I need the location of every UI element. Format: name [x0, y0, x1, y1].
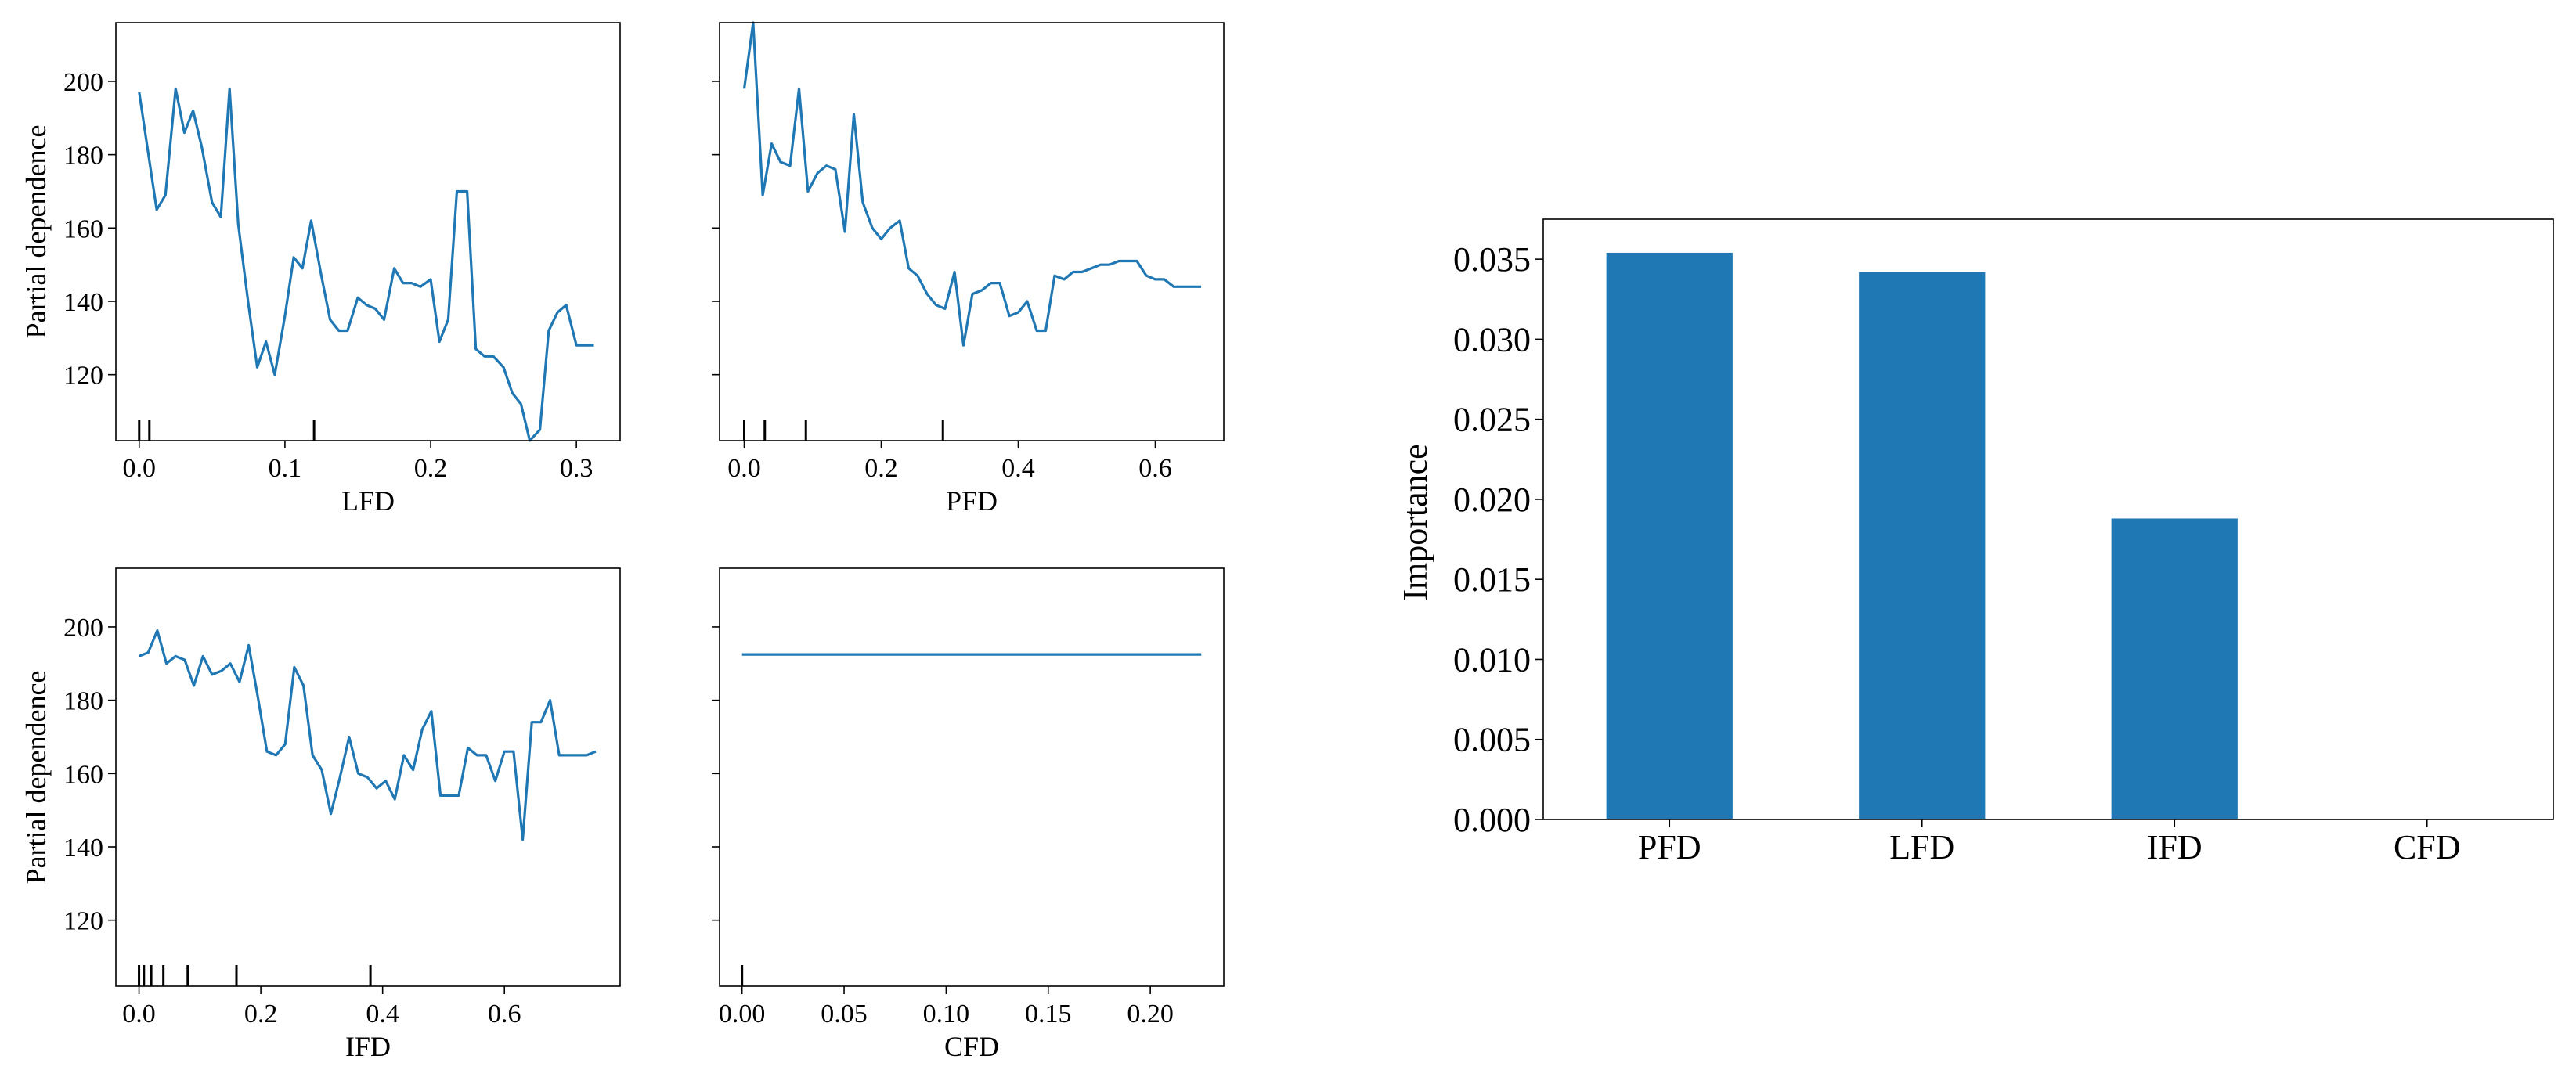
y-axis-label: Partial dependence [20, 125, 52, 339]
y-tick-label: 0.000 [1453, 801, 1531, 839]
category-label: CFD [2394, 828, 2461, 866]
x-tick-label: 0.1 [269, 454, 302, 483]
category-label: IFD [2147, 828, 2203, 866]
x-axis-label: IFD [345, 1031, 391, 1062]
y-tick-label: 0.025 [1453, 401, 1531, 439]
y-tick-label: 0.020 [1453, 481, 1531, 519]
category-label: LFD [1889, 828, 1954, 866]
axes-frame [719, 567, 1225, 987]
x-tick-label: 0.4 [1001, 454, 1035, 483]
pdp-subplot-cfd: 0.00 0.05 0.10 0.15 0.20 CFD [712, 567, 1225, 1062]
importance-bar-chart: PFD LFD IFD CFD 0.000 0.005 0.010 0.015 0.020 0.0… [1396, 218, 2554, 866]
y-tick-label: 0.005 [1453, 721, 1531, 759]
y-tick-label: 0.035 [1453, 240, 1531, 279]
x-axis-label: PFD [946, 485, 998, 517]
x-tick-label: 0.10 [923, 1000, 970, 1028]
x-tick-label: 0.2 [244, 1000, 278, 1028]
x-tick-label: 0.2 [414, 454, 448, 483]
pdp-line-0 [138, 87, 594, 442]
pdp-subplot-ifd: 0.0 0.2 0.4 0.6 120 140 160 180 200 IFD Partial de… [20, 567, 621, 1062]
bar-ifd [2111, 518, 2238, 819]
pdp-subplot-lfd: 0.0 0.1 0.2 0.3 120 140 160 180 200 LFD Partial de… [20, 22, 621, 517]
axes-frame [719, 22, 1225, 441]
category-label: PFD [1638, 828, 1701, 866]
y-tick-label: 0.010 [1453, 640, 1531, 679]
x-axis-label: CFD [944, 1031, 999, 1062]
x-tick-label: 0.05 [821, 1000, 868, 1028]
y-tick-label: 180 [63, 142, 103, 171]
x-tick-label: 0.2 [864, 454, 898, 483]
x-tick-label: 0.3 [560, 454, 593, 483]
y-tick-label: 160 [63, 214, 103, 243]
pdp-line-0 [742, 21, 1202, 347]
pdp-subplot-pfd: 0.0 0.2 0.4 0.6 PFD [712, 21, 1225, 517]
y-tick-label: 120 [63, 907, 103, 936]
y-tick-label: 140 [63, 288, 103, 317]
y-tick-label: 140 [63, 834, 103, 863]
bar-lfd [1859, 272, 1986, 820]
x-tick-label: 0.6 [1138, 454, 1172, 483]
x-tick-label: 0.6 [488, 1000, 521, 1028]
y-axis-label: Importance [1396, 444, 1434, 600]
y-tick-label: 180 [63, 687, 103, 716]
y-tick-label: 0.030 [1453, 320, 1531, 358]
x-axis-label: LFD [341, 485, 395, 517]
y-tick-label: 200 [63, 614, 103, 643]
y-tick-label: 120 [63, 362, 103, 391]
bar-pfd [1606, 252, 1733, 819]
axes-frame [115, 22, 621, 441]
axes-frame [1542, 218, 2554, 820]
axes-frame [115, 567, 621, 987]
x-tick-label: 0.15 [1025, 1000, 1072, 1028]
x-tick-label: 0.0 [123, 454, 157, 483]
x-tick-label: 0.4 [366, 1000, 399, 1028]
y-axis-label: Partial dependence [20, 671, 52, 884]
x-tick-label: 0.0 [122, 1000, 156, 1028]
x-tick-label: 0.20 [1127, 1000, 1174, 1028]
x-tick-label: 0.0 [727, 454, 761, 483]
pdp-line-0 [138, 629, 597, 841]
y-tick-label: 160 [63, 760, 103, 789]
y-tick-label: 0.015 [1453, 560, 1531, 599]
y-tick-label: 200 [63, 68, 103, 97]
x-tick-label: 0.00 [719, 1000, 766, 1028]
